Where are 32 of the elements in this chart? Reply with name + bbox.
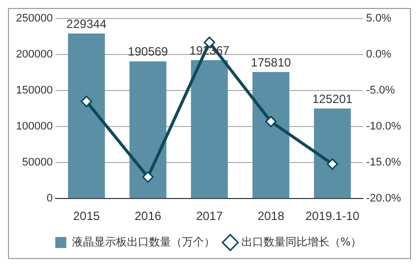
bar [252,72,290,198]
data-label: 229344 [66,16,107,31]
x-tick-label: 2015 [73,209,100,224]
legend-label: 液晶显示板出口数量（万个） [72,235,215,248]
x-tick-label: 2017 [196,209,224,224]
y-tick-label: 250000 [16,12,53,25]
data-label: 190569 [128,44,168,59]
y-tick-label: 200000 [16,48,53,61]
y2-tick-label: 0.0% [366,48,392,61]
bar [190,60,228,198]
legend-label: 出口数量同比增长（%） [241,235,362,248]
x-tick-label: 2019.1-10 [305,209,360,224]
y-tick-label: 0 [46,192,53,205]
y2-tick-label: -5.0% [366,84,396,97]
point [142,171,154,183]
data-label: 175810 [250,55,292,70]
y-tick-label: 50000 [22,156,53,169]
point [265,116,277,128]
y-tick-label: 100000 [16,120,53,133]
y2-tick-label: -10.0% [366,120,402,133]
point [326,158,338,170]
y2-tick-label: -15.0% [366,156,402,169]
bar [314,108,351,198]
y2-tick-label: 5.0% [366,12,392,25]
point [80,96,92,108]
y-tick-label: 150000 [16,84,53,97]
y2-tick-label: -20.0% [366,192,402,205]
bar [129,61,166,198]
x-tick-label: 2018 [258,209,285,224]
x-tick-label: 2016 [134,209,162,224]
bar [68,33,105,198]
data-label: 125201 [312,92,353,106]
